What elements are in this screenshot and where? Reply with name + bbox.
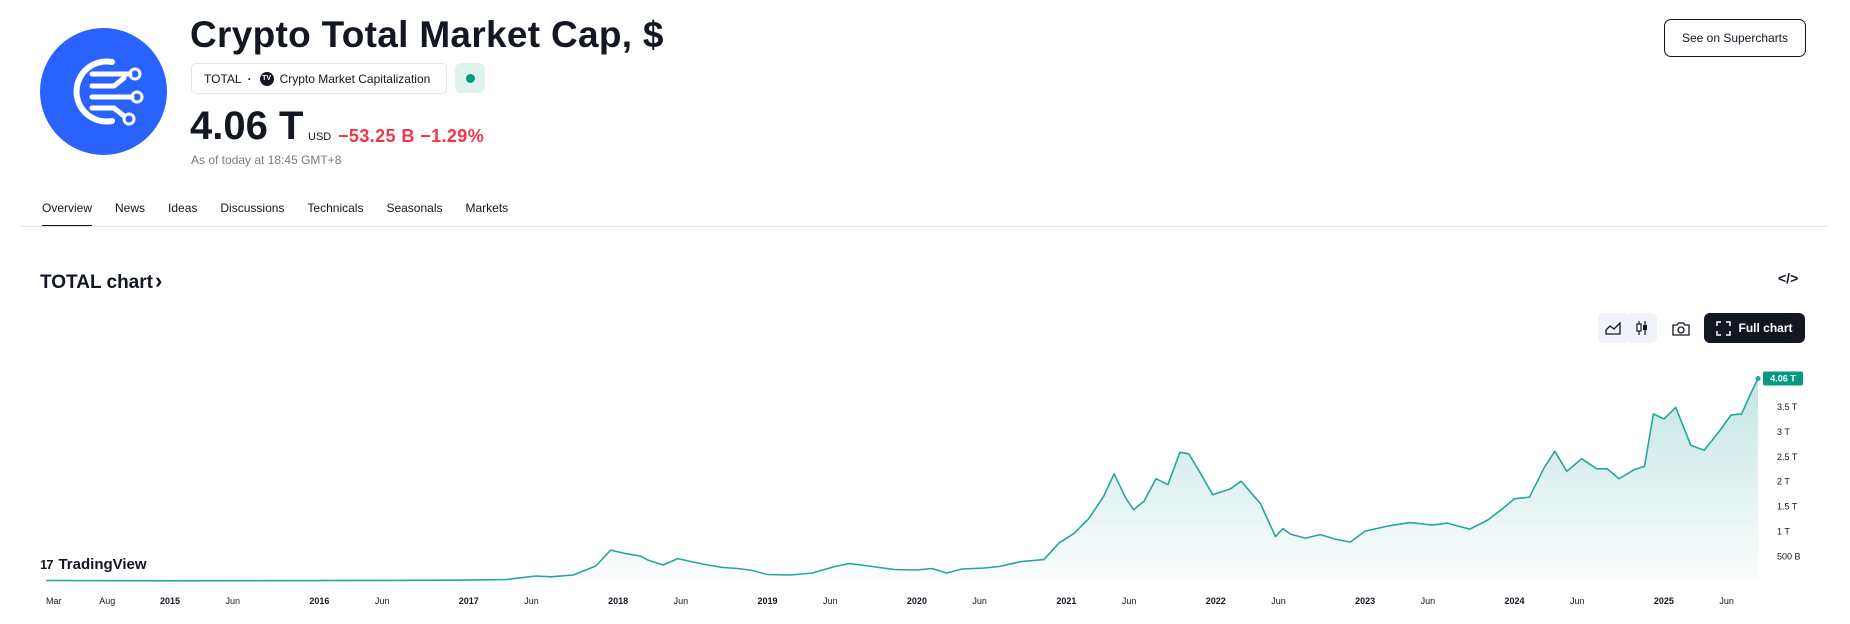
x-tick-label: Jun	[1570, 596, 1585, 606]
last-value-badge	[1763, 371, 1803, 386]
area-chart-icon	[1605, 321, 1621, 335]
tab-overview[interactable]: Overview	[42, 201, 93, 227]
fullscreen-icon	[1716, 320, 1732, 336]
network-icon	[73, 58, 144, 126]
x-tick-label: Jun	[1271, 596, 1286, 606]
candles-button[interactable]	[1627, 313, 1657, 343]
x-tick-label: 2015	[160, 596, 180, 606]
y-tick-label: 3 T	[1777, 427, 1790, 437]
y-tick-label: 1 T	[1777, 527, 1790, 537]
y-tick-label: 2 T	[1777, 477, 1790, 487]
status-dot-icon	[465, 73, 475, 83]
x-tick-label: Jun	[524, 596, 539, 606]
series-area-fill	[46, 378, 1758, 581]
last-point-marker	[1755, 375, 1761, 381]
tab-ideas[interactable]: Ideas	[168, 201, 198, 215]
x-tick-label: 2016	[309, 596, 329, 606]
x-tick-label: Mar	[46, 596, 62, 606]
camera-icon	[1672, 321, 1690, 336]
x-tick-label: Jun	[375, 596, 390, 606]
page-title: Crypto Total Market Cap, $	[190, 14, 664, 55]
tradingview-mini-icon: TV	[259, 71, 274, 86]
chart-section-title[interactable]: TOTAL chart›	[40, 268, 162, 294]
separator-dot: ·	[247, 71, 252, 86]
chevron-right-icon: ›	[154, 268, 163, 293]
x-tick-label: Jun	[1421, 596, 1436, 606]
tradingview-watermark[interactable]: 17 TradingView	[40, 556, 147, 573]
tab-seasonals[interactable]: Seasonals	[386, 201, 443, 215]
chart-section-title-text: TOTAL chart	[40, 272, 153, 293]
y-tick-label: 2.5 T	[1777, 452, 1798, 462]
crypto-total-logo	[40, 28, 167, 155]
candles-icon	[1636, 321, 1647, 335]
tradingview-wordmark: TradingView	[58, 556, 147, 573]
x-tick-label: 2020	[907, 596, 927, 606]
x-tick-label: Jun	[1122, 596, 1137, 606]
tab-discussions[interactable]: Discussions	[220, 201, 285, 215]
x-tick-label: 2019	[758, 596, 778, 606]
full-chart-button[interactable]: Full chart	[1704, 313, 1805, 343]
x-tick-label: 2021	[1056, 596, 1076, 606]
symbol-chip[interactable]: TOTAL · TV Crypto Market Capitalization	[191, 63, 448, 94]
x-tick-label: 2018	[608, 596, 628, 606]
tab-bar: Overview News Ideas Discussions Technica…	[42, 201, 531, 227]
tab-divider	[20, 226, 1828, 227]
x-tick-label: Jun	[1719, 596, 1734, 606]
see-on-supercharts-button[interactable]: See on Supercharts	[1664, 19, 1806, 57]
x-tick-label: 2017	[459, 596, 479, 606]
series-line	[45, 378, 1759, 582]
price-change: −53.25 B −1.29%	[338, 126, 485, 146]
full-chart-label: Full chart	[1738, 321, 1793, 335]
symbol-source: Crypto Market Capitalization	[279, 71, 431, 86]
x-tick-label: 2022	[1206, 596, 1226, 606]
embed-code-icon[interactable]: </>	[1778, 270, 1799, 286]
market-status-indicator[interactable]	[455, 63, 485, 93]
x-tick-label: Jun	[823, 596, 838, 606]
tab-news[interactable]: News	[115, 201, 146, 215]
last-value-label: 4.06 T	[1770, 373, 1796, 383]
price-value: 4.06 T	[190, 104, 304, 148]
tab-markets[interactable]: Markets	[465, 201, 509, 215]
x-tick-label: Jun	[225, 596, 240, 606]
snapshot-button[interactable]	[1666, 313, 1696, 343]
y-tick-label: 1.5 T	[1777, 502, 1798, 512]
y-tick-label: 3.5 T	[1777, 402, 1798, 412]
x-tick-label: 2024	[1504, 596, 1524, 606]
symbol-ticker: TOTAL	[204, 71, 242, 86]
x-tick-label: Jun	[674, 596, 689, 606]
tradingview-logo-icon: 17	[40, 557, 54, 572]
x-tick-label: Aug	[99, 596, 115, 606]
x-tick-label: Jun	[972, 596, 987, 606]
price-currency: USD	[308, 131, 332, 143]
area-chart-button[interactable]	[1598, 313, 1628, 343]
x-tick-label: 2023	[1355, 596, 1375, 606]
x-tick-label: 2025	[1654, 596, 1674, 606]
y-tick-label: 500 B	[1777, 552, 1801, 562]
tab-technicals[interactable]: Technicals	[307, 201, 364, 215]
market-cap-area-chart[interactable]: 500 B 1 T 1.5 T 2 T 2.5 T 3 T 3.5 T 4.06 T Mar Au…	[36, 360, 1836, 610]
as-of-timestamp: As of today at 18:45 GMT+8	[191, 153, 342, 167]
